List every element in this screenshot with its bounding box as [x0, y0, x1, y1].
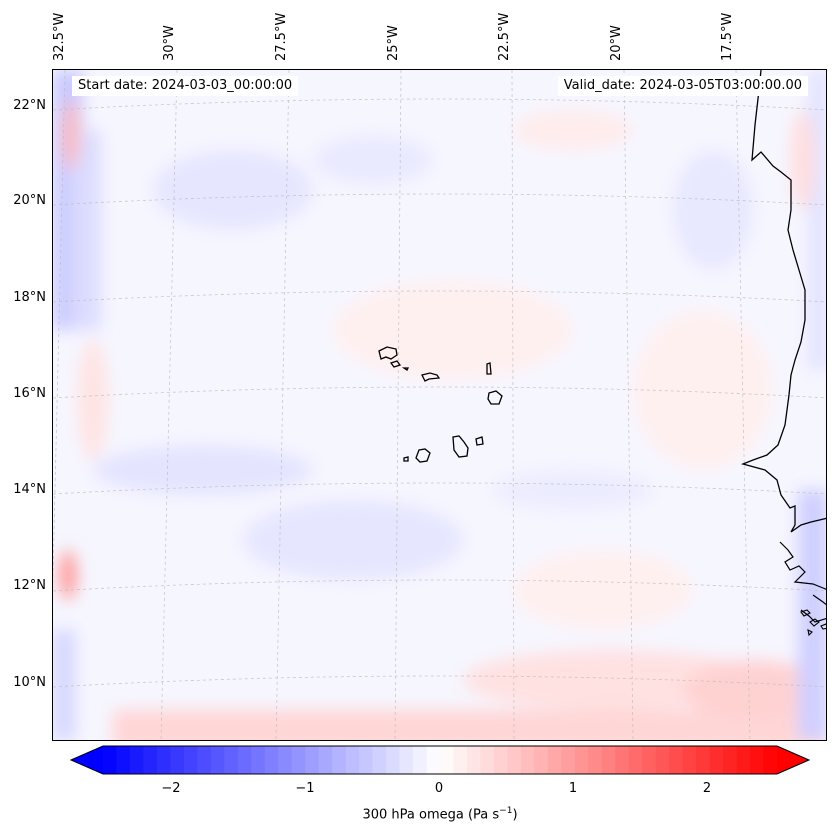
colorbar-cell	[736, 746, 751, 774]
colorbar-cell	[129, 746, 145, 774]
colorbar-cell	[682, 746, 697, 774]
colorbar-label-suffix: )	[512, 807, 518, 823]
lat-label-22n: 22°N	[13, 98, 46, 113]
lat-label-16n: 16°N	[13, 386, 46, 401]
africa-coastline	[740, 70, 826, 533]
lat-label-14n: 14°N	[13, 482, 46, 497]
lon-label-25w: 25°W	[386, 25, 401, 61]
colorbar-cell	[493, 746, 508, 774]
colorbar-cell	[426, 746, 441, 774]
lat-label-12n: 12°N	[13, 578, 46, 593]
colorbar-extend-max	[777, 746, 809, 774]
colorbar-cell	[210, 746, 225, 774]
colorbar-cell	[318, 746, 333, 774]
lon-label-17-5w: 17.5°W	[720, 12, 735, 61]
omega-field-map	[53, 70, 826, 740]
colorbar-tick-1: 1	[568, 781, 578, 796]
colorbar-cell	[359, 746, 374, 774]
colorbar-cell	[278, 746, 293, 774]
colorbar-cell	[655, 746, 670, 774]
colorbar-cell	[601, 746, 616, 774]
colorbar-tick-neg1: −1	[295, 781, 315, 796]
colorbar-outline	[70, 745, 810, 775]
colorbar	[70, 745, 810, 775]
colorbar-cell	[197, 746, 212, 774]
colorbar-cell	[237, 746, 252, 774]
colorbar-cell	[628, 746, 643, 774]
colorbar-tick-2: 2	[702, 781, 712, 796]
graticule	[53, 70, 826, 740]
colorbar-cell	[103, 746, 118, 774]
lon-label-27-5w: 27.5°W	[274, 12, 289, 61]
lat-label-10n: 10°N	[13, 675, 46, 690]
colorbar-cell	[534, 746, 549, 774]
colorbar-cell	[669, 746, 684, 774]
start-date-label: Start date: 2024-03-03_00:00:00	[72, 76, 299, 96]
colorbar-cell	[156, 746, 171, 774]
colorbar-label: 300 hPa omega (Pa s−1)	[0, 806, 837, 822]
colorbar-cell	[264, 746, 279, 774]
colorbar-cell	[453, 746, 468, 774]
colorbar-cell	[763, 746, 778, 774]
colorbar-cell	[399, 746, 414, 774]
colorbar-cell	[143, 746, 158, 774]
colorbar-cell	[386, 746, 401, 774]
colorbar-cells	[71, 746, 809, 774]
colorbar-cell	[696, 746, 711, 774]
lat-label-20n: 20°N	[13, 193, 46, 208]
colorbar-tick-0: 0	[434, 781, 444, 796]
omega-shading	[53, 70, 826, 740]
valid-date-label: Valid_date: 2024-03-05T03:00:00.00	[557, 76, 808, 96]
colorbar-cell	[750, 746, 765, 774]
colorbar-cell	[723, 746, 738, 774]
gambia-coast	[779, 541, 826, 590]
colorbar-label-prefix: 300 hPa omega (Pa s	[362, 807, 500, 823]
lon-label-20w: 20°W	[609, 25, 624, 61]
colorbar-cell	[466, 746, 482, 774]
lat-label-18n: 18°N	[13, 290, 46, 305]
map-panel	[52, 69, 827, 741]
colorbar-cell	[480, 746, 495, 774]
colorbar-extend-min	[71, 746, 103, 774]
colorbar-cell	[547, 746, 562, 774]
colorbar-cell	[709, 746, 724, 774]
colorbar-cell	[345, 746, 360, 774]
colorbar-cell	[224, 746, 239, 774]
colorbar-cell	[183, 746, 198, 774]
colorbar-cell	[588, 746, 603, 774]
colorbar-cell	[520, 746, 535, 774]
colorbar-cell	[332, 746, 347, 774]
colorbar-cell	[305, 746, 320, 774]
colorbar-cell	[251, 746, 266, 774]
colorbar-cell	[507, 746, 522, 774]
guinea-bissau-coast	[800, 594, 826, 623]
colorbar-cell	[642, 746, 657, 774]
colorbar-cell	[574, 746, 589, 774]
colorbar-cell	[561, 746, 576, 774]
lon-label-30w: 30°W	[162, 25, 177, 61]
colorbar-tick-neg2: −2	[161, 781, 181, 796]
colorbar-cell	[615, 746, 630, 774]
lon-label-22-5w: 22.5°W	[497, 12, 512, 61]
colorbar-label-exp: −1	[499, 806, 513, 816]
colorbar-cell	[291, 746, 306, 774]
cape-verde-islands	[378, 346, 503, 463]
colorbar-cell	[116, 746, 131, 774]
colorbar-cell	[440, 746, 455, 774]
bijagos-islands	[800, 609, 826, 637]
colorbar-cell	[372, 746, 387, 774]
colorbar-cell	[413, 746, 428, 774]
lon-label-32-5w: 32.5°W	[52, 12, 67, 61]
colorbar-cell	[170, 746, 185, 774]
